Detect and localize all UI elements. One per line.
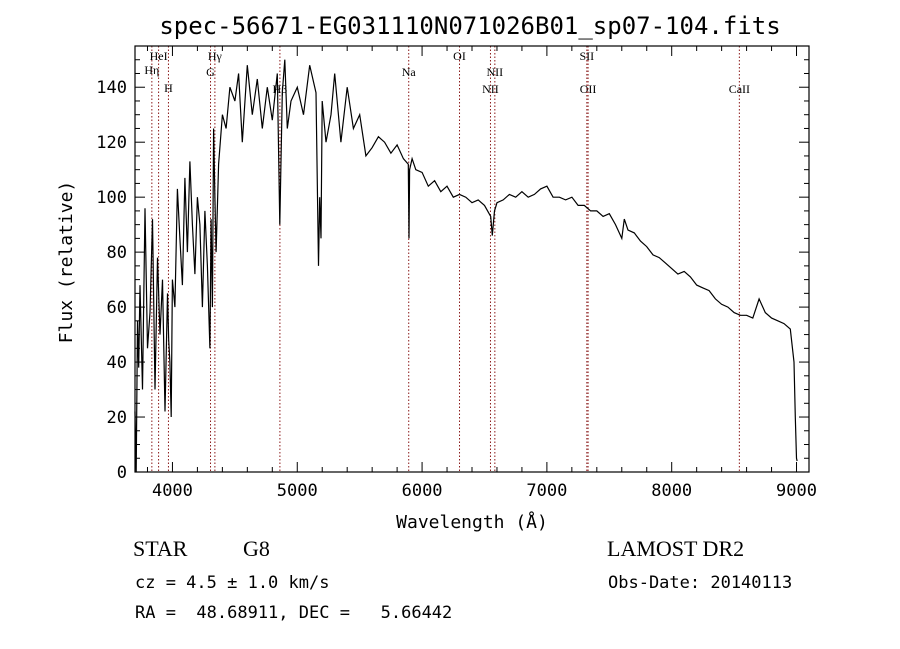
x-tick-label: 9000 — [776, 481, 817, 501]
x-tick-label: 6000 — [402, 481, 443, 501]
line-marker-label: Hη — [144, 63, 159, 77]
line-marker-label: Hγ — [208, 49, 223, 63]
object-class: STAR — [133, 536, 188, 561]
y-tick-label: 20 — [107, 408, 127, 428]
object-subclass: G8 — [243, 536, 270, 561]
survey-name: LAMOST DR2 — [607, 536, 745, 561]
line-marker-label: OII — [580, 82, 597, 96]
spectrum-line — [134, 59, 798, 473]
sky-coordinates: RA = 48.68911, DEC = 5.66442 — [135, 603, 453, 623]
x-axis-label: Wavelength (Å) — [396, 511, 548, 533]
y-axis-label: Flux (relative) — [56, 181, 77, 344]
observation-date: Obs-Date: 20140113 — [608, 573, 793, 593]
line-marker-label: NII — [487, 65, 504, 79]
y-tick-label: 80 — [107, 243, 127, 263]
y-tick-label: 120 — [96, 133, 127, 153]
line-marker-label: HeI — [150, 49, 168, 63]
line-marker-label: NII — [482, 82, 499, 96]
x-tick-label: 8000 — [651, 481, 692, 501]
redshift-velocity: cz = 4.5 ± 1.0 km/s — [135, 573, 330, 593]
y-tick-label: 60 — [107, 298, 127, 318]
chart-title: spec-56671-EG031110N071026B01_sp07-104.f… — [159, 12, 780, 40]
y-tick-label: 0 — [117, 463, 127, 483]
line-marker-label: CaII — [729, 82, 750, 96]
x-tick-label: 4000 — [152, 481, 193, 501]
y-tick-label: 100 — [96, 188, 127, 208]
axis-ticks: 4000 5000 6000 7000 8000 9000 0 20 40 60 80 100 120 1… — [96, 46, 817, 501]
plot-frame — [134, 45, 810, 473]
line-marker-label: SII — [579, 49, 594, 63]
line-marker-label: OI — [453, 49, 466, 63]
x-tick-label: 5000 — [277, 481, 318, 501]
x-tick-label: 7000 — [526, 481, 567, 501]
y-tick-label: 40 — [107, 353, 127, 373]
line-marker-label: H — [164, 81, 173, 95]
line-marker-label: G — [206, 65, 215, 79]
y-tick-label: 140 — [96, 78, 127, 98]
line-marker-label: Na — [402, 65, 417, 79]
